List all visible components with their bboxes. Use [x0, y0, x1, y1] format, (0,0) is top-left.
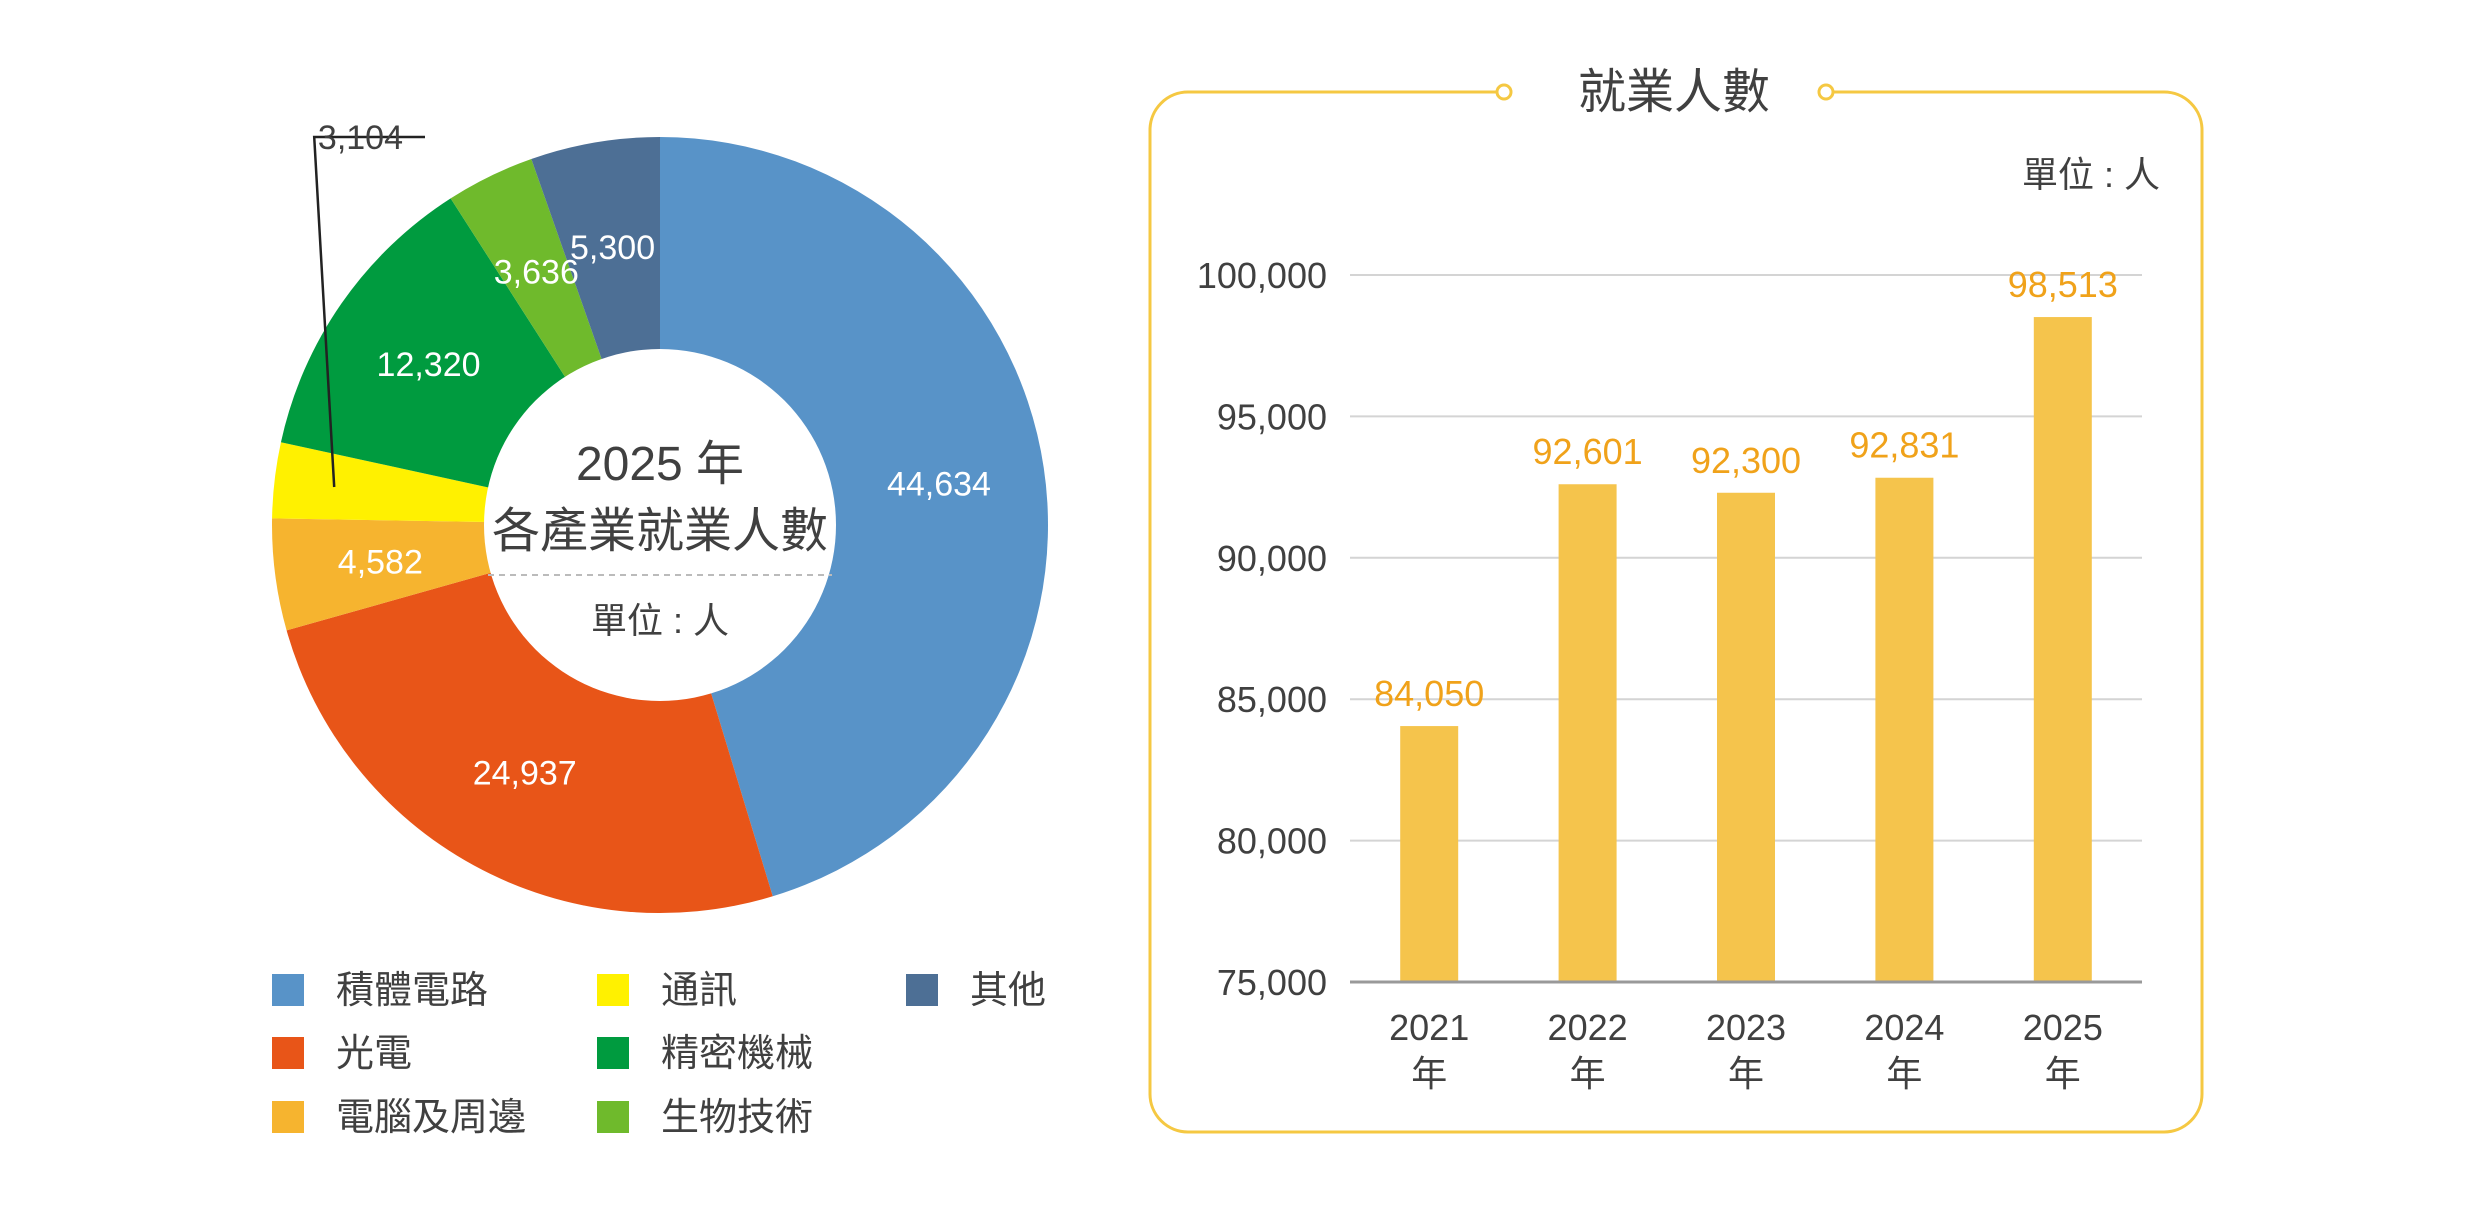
bar-value-label-0: 84,050	[1374, 673, 1484, 714]
legend-swatch-0-2	[272, 1101, 304, 1133]
legend-swatch-2-0	[906, 974, 938, 1006]
bar-x-tick-labels: 2021 年 2022 年 2023 年 2024 年 2025 年	[1389, 1007, 2103, 1094]
donut-value-label-6: 5,300	[570, 229, 655, 267]
legend-label-1-0: 通訊	[661, 970, 737, 1012]
donut-hole	[484, 349, 836, 701]
bar-chart: 就業人數 單位 : 人 75,000 80,000 85,000 90,000 95,0…	[1148, 66, 2204, 1134]
y-tick-label-4: 95,000	[1217, 396, 1327, 437]
x-tick-label-4-1: 年	[2045, 1053, 2081, 1094]
bar-value-label-4: 98,513	[2008, 264, 2118, 305]
donut-value-label-4: 12,320	[377, 346, 481, 384]
bar-y-tick-labels: 75,000 80,000 85,000 90,000 95,000 100,000	[1197, 255, 1327, 1003]
legend-label-0-1: 光電	[336, 1033, 412, 1075]
legend-label-0-2: 電腦及周邊	[336, 1097, 526, 1139]
y-tick-label-1: 80,000	[1217, 821, 1327, 862]
legend-swatch-1-2	[597, 1101, 629, 1133]
donut-title-industry: 各產業就業人數	[492, 505, 828, 558]
bar-value-label-1: 92,601	[1533, 431, 1643, 472]
x-tick-label-4-0: 2025	[2023, 1007, 2103, 1048]
leader-line-3	[312, 135, 425, 488]
x-tick-label-0-0: 2021	[1389, 1007, 1469, 1048]
legend-label-2-0: 其他	[970, 970, 1046, 1012]
x-tick-label-3-1: 年	[1886, 1053, 1922, 1094]
y-tick-label-3: 90,000	[1217, 538, 1327, 579]
donut-leaders	[312, 135, 425, 488]
donut-slice-0	[660, 137, 1048, 897]
y-tick-label-5: 100,000	[1197, 255, 1327, 296]
y-tick-label-2: 85,000	[1217, 679, 1327, 720]
bar-4	[2033, 317, 2092, 982]
bar-2	[1717, 492, 1775, 982]
bar-title-dot-left	[1495, 83, 1513, 101]
donut-value-label-2: 4,582	[338, 543, 423, 581]
legend-swatch-0-1	[272, 1037, 304, 1069]
legend-swatch-0-0	[272, 974, 304, 1006]
legend-swatch-1-0	[597, 974, 629, 1006]
bar-1	[1558, 484, 1617, 982]
donut-value-label-5: 3,636	[494, 254, 579, 292]
donut-value-label-3: 3,104	[318, 119, 403, 157]
bar-3	[1875, 477, 1934, 982]
legend-label-0-0: 積體電路	[336, 970, 488, 1012]
x-tick-label-1-0: 2022	[1548, 1007, 1628, 1048]
donut-value-label-1: 24,937	[473, 754, 577, 792]
donut-value-label-0: 44,634	[887, 466, 991, 504]
bar-chart-title: 就業人數	[1578, 66, 1770, 119]
bar-unit-label: 單位 : 人	[2022, 154, 2160, 195]
x-tick-label-0-1: 年	[1411, 1053, 1447, 1094]
bar-0	[1400, 726, 1459, 982]
x-tick-label-1-1: 年	[1570, 1053, 1606, 1094]
bar-value-labels: 84,050 92,601 92,300 92,831 98,513	[1374, 264, 2118, 714]
donut-title-year: 2025 年	[576, 438, 744, 491]
bar-value-label-2: 92,300	[1691, 440, 1801, 481]
x-tick-label-2-0: 2023	[1706, 1007, 1786, 1048]
legend-label-1-2: 生物技術	[661, 1097, 813, 1139]
bar-title-dot-right	[1817, 83, 1835, 101]
bar-bars	[1400, 317, 2092, 982]
y-tick-label-0: 75,000	[1217, 962, 1327, 1003]
legend-label-1-1: 精密機械	[661, 1033, 813, 1075]
bar-value-label-3: 92,831	[1849, 425, 1959, 466]
donut-unit-label: 單位 : 人	[591, 600, 729, 641]
x-tick-label-3-0: 2024	[1864, 1007, 1944, 1048]
legend-swatch-1-1	[597, 1037, 629, 1069]
x-tick-label-2-1: 年	[1728, 1053, 1764, 1094]
